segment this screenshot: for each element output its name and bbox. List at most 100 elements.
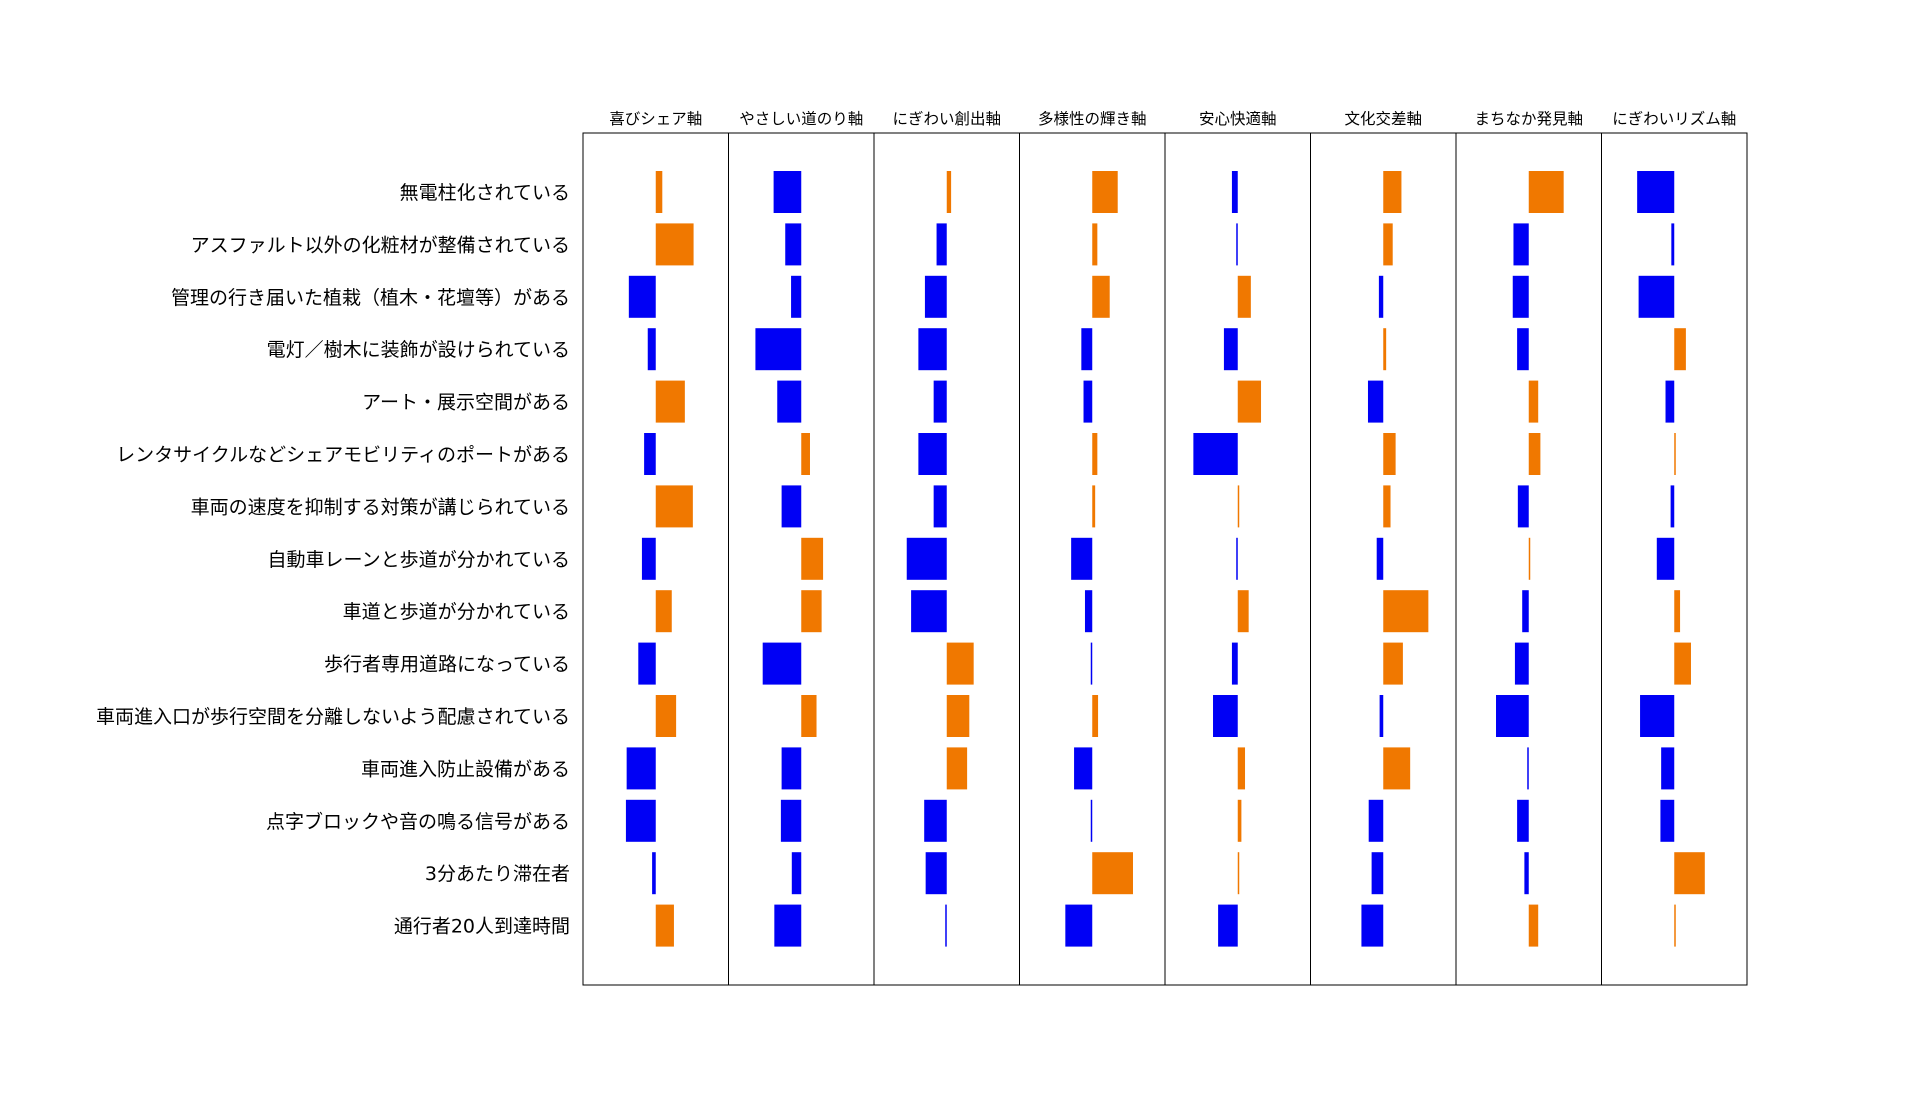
bar-p5-r12 <box>1237 747 1246 790</box>
bar-p4-r13 <box>1090 799 1093 842</box>
bar-p7-r3 <box>1512 275 1529 318</box>
bar-p8-r2 <box>1671 223 1675 266</box>
category-label-10: 歩行者専用道路になっている <box>324 654 570 676</box>
bar-p5-r3 <box>1237 275 1251 318</box>
bar-p2-r6 <box>801 433 810 475</box>
category-label-4: 電灯／樹木に装飾が設けられている <box>267 339 570 361</box>
bar-p6-r6 <box>1383 433 1396 475</box>
bar-p1-r4 <box>647 328 656 371</box>
category-label-9: 車道と歩道が分かれている <box>343 601 570 623</box>
bar-p6-r10 <box>1383 642 1403 685</box>
bar-p3-r3 <box>924 275 947 318</box>
category-label-6: レンタサイクルなどシェアモビリティのポートがある <box>116 444 570 466</box>
panel-title-5: 安心快適軸 <box>1199 110 1277 128</box>
panel-frame-8 <box>1601 132 1748 986</box>
bar-p4-r10 <box>1090 642 1093 685</box>
bar-p3-r9 <box>911 590 947 633</box>
bar-p6-r11 <box>1379 695 1384 737</box>
bar-p7-r9 <box>1522 590 1529 633</box>
bar-p6-r4 <box>1383 328 1387 371</box>
bar-p2-r12 <box>781 747 802 790</box>
bar-p7-r8 <box>1528 537 1531 580</box>
bar-p4-r6 <box>1092 433 1098 475</box>
bar-p1-r13 <box>625 799 656 842</box>
bar-p1-r14 <box>652 852 656 895</box>
category-label-14: 3分あたり滞在者 <box>425 863 570 885</box>
panel-titles: 喜びシェア軸 やさしい道のり軸 にぎわい創出軸 多様性の輝き軸 安心快適軸 文化交差軸 まち… <box>609 110 1736 128</box>
bar-p1-r1 <box>655 171 663 213</box>
bar-p6-r3 <box>1378 275 1384 318</box>
bar-p7-r1 <box>1528 171 1564 213</box>
bar-p2-r11 <box>801 695 817 737</box>
bar-p2-r7 <box>781 485 802 528</box>
bar-p2-r8 <box>801 537 824 580</box>
bar-p7-r12 <box>1527 747 1529 790</box>
bar-p4-r15 <box>1065 904 1093 947</box>
bar-p6-r14 <box>1371 852 1384 895</box>
bar-p7-r7 <box>1517 485 1529 528</box>
bar-p6-r9 <box>1383 590 1429 633</box>
bar-p4-r4 <box>1081 328 1093 371</box>
bar-p2-r1 <box>773 171 802 213</box>
panel-title-7: まちなか発見軸 <box>1474 110 1583 128</box>
bar-p3-r6 <box>918 433 947 475</box>
bar-p1-r2 <box>655 223 694 266</box>
bar-p4-r9 <box>1084 590 1093 633</box>
bar-p1-r8 <box>641 537 656 580</box>
category-labels: 無電柱化されているアスファルト以外の化粧材が整備されている管理の行き届いた植栽（… <box>96 182 570 938</box>
bar-p2-r10 <box>762 642 802 685</box>
bar-p8-r4 <box>1674 328 1686 371</box>
bar-p7-r6 <box>1528 433 1541 475</box>
bar-p2-r2 <box>785 223 802 266</box>
bar-p8-r9 <box>1674 590 1681 633</box>
bar-p1-r9 <box>655 590 672 633</box>
bar-p7-r4 <box>1517 328 1529 371</box>
bar-p7-r5 <box>1528 380 1539 423</box>
bar-p5-r4 <box>1223 328 1238 371</box>
panel-title-8: にぎわいリズム軸 <box>1612 110 1736 128</box>
bar-p7-r10 <box>1514 642 1529 685</box>
bar-p8-r14 <box>1674 852 1705 895</box>
bar-p7-r13 <box>1517 799 1529 842</box>
bar-p5-r1 <box>1231 171 1238 213</box>
bar-p4-r5 <box>1083 380 1093 423</box>
bar-p6-r13 <box>1368 799 1384 842</box>
bar-p4-r1 <box>1092 171 1118 213</box>
bar-p2-r4 <box>755 328 802 371</box>
bar-p1-r12 <box>626 747 656 790</box>
bar-p6-r5 <box>1367 380 1384 423</box>
bar-p3-r10 <box>946 642 974 685</box>
panel-title-2: やさしい道のり軸 <box>739 110 863 128</box>
bar-p5-r14 <box>1237 852 1240 895</box>
bar-p8-r8 <box>1656 537 1675 580</box>
bar-p4-r8 <box>1071 537 1093 580</box>
bar-p5-r5 <box>1237 380 1262 423</box>
bar-p7-r14 <box>1524 852 1529 895</box>
panel-title-1: 喜びシェア軸 <box>609 110 702 128</box>
bar-p3-r4 <box>918 328 947 371</box>
category-label-8: 自動車レーンと歩道が分かれている <box>268 549 570 571</box>
bar-p6-r12 <box>1383 747 1411 790</box>
bar-p8-r7 <box>1670 485 1675 528</box>
category-label-13: 点字ブロックや音の鳴る信号がある <box>266 810 570 833</box>
bar-p2-r5 <box>777 380 802 423</box>
bar-p5-r10 <box>1231 642 1238 685</box>
panel-title-4: 多様性の輝き軸 <box>1038 110 1147 128</box>
category-label-5: アート・展示空間がある <box>362 392 570 414</box>
category-label-3: 管理の行き届いた植栽（植木・花壇等）がある <box>171 287 570 309</box>
panels <box>582 132 1748 986</box>
bar-p1-r5 <box>655 380 685 423</box>
bar-p5-r13 <box>1237 799 1242 842</box>
bar-p4-r7 <box>1092 485 1096 528</box>
bar-p4-r3 <box>1092 275 1110 318</box>
bar-p3-r8 <box>906 537 947 580</box>
bar-p8-r3 <box>1638 275 1675 318</box>
bar-p3-r11 <box>946 695 970 737</box>
bar-p3-r12 <box>946 747 968 790</box>
bars <box>625 171 1705 947</box>
category-label-15: 通行者20人到達時間 <box>394 916 570 938</box>
bar-p4-r2 <box>1092 223 1098 266</box>
bar-p5-r8 <box>1236 537 1238 580</box>
bar-p3-r5 <box>933 380 947 423</box>
